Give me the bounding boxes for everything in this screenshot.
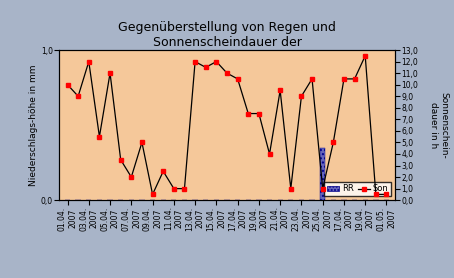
Y-axis label: Niederschlags-höhe in mm: Niederschlags-höhe in mm: [29, 64, 38, 186]
Y-axis label: Sonnenschein-
dauer in h: Sonnenschein- dauer in h: [429, 92, 449, 158]
Bar: [320, 148, 326, 200]
Title: Gegenüberstellung von Regen und
Sonnenscheindauer der: Gegenüberstellung von Regen und Sonnensc…: [118, 21, 336, 49]
Legend: RR, Son: RR, Son: [324, 182, 391, 196]
